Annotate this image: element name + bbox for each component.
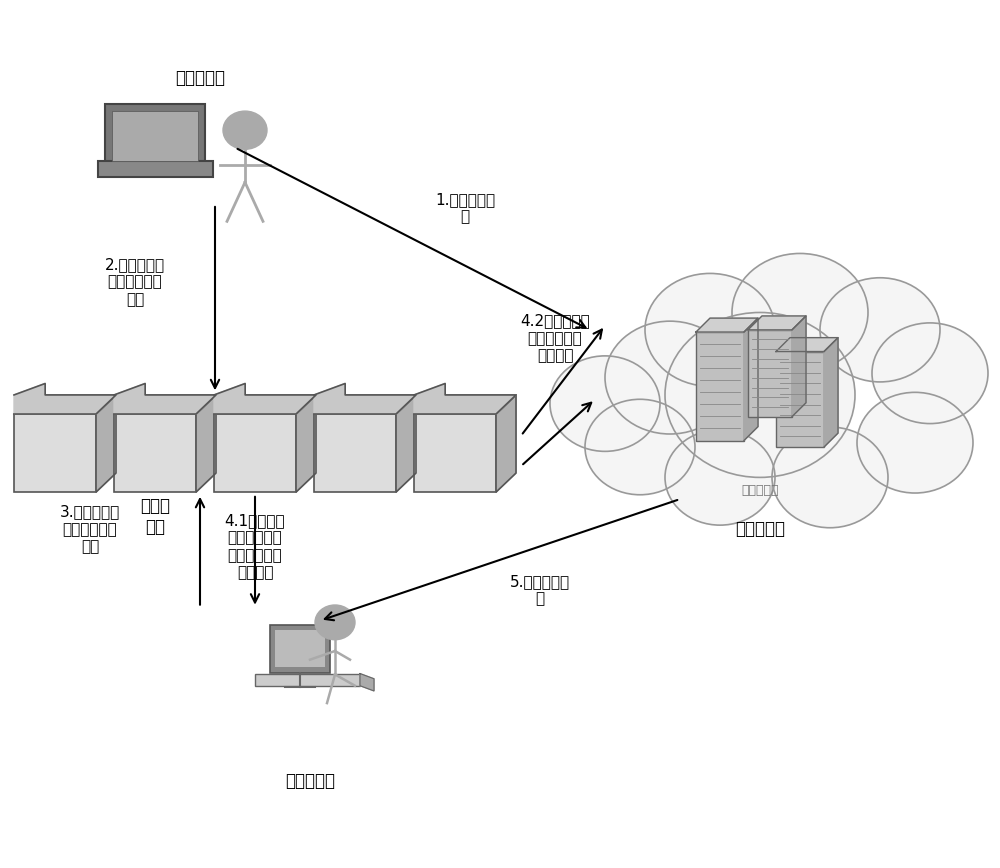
Circle shape [665, 430, 775, 525]
Circle shape [315, 605, 355, 640]
Circle shape [645, 273, 775, 386]
Polygon shape [414, 384, 516, 414]
Polygon shape [114, 395, 216, 414]
FancyBboxPatch shape [314, 414, 396, 492]
Polygon shape [496, 395, 516, 492]
Circle shape [772, 427, 888, 528]
FancyBboxPatch shape [105, 104, 205, 167]
Text: 1.数据上传云
中: 1.数据上传云 中 [435, 192, 495, 225]
Polygon shape [776, 338, 838, 352]
Polygon shape [96, 395, 116, 492]
Polygon shape [214, 384, 316, 414]
Text: 云存储服务: 云存储服务 [735, 521, 785, 538]
Polygon shape [314, 384, 416, 414]
Circle shape [550, 356, 660, 451]
Polygon shape [744, 318, 758, 440]
FancyBboxPatch shape [112, 111, 198, 161]
Circle shape [605, 321, 735, 434]
Polygon shape [314, 395, 416, 414]
Polygon shape [824, 338, 838, 447]
Polygon shape [14, 395, 116, 414]
Polygon shape [296, 395, 316, 492]
Text: 4.1私钥不合
格，不满足访
问控制策略，
拒绝请求: 4.1私钥不合 格，不满足访 问控制策略， 拒绝请求 [225, 513, 285, 581]
Polygon shape [214, 395, 316, 414]
Polygon shape [360, 674, 374, 691]
Text: 数据拥有者: 数据拥有者 [175, 69, 225, 87]
FancyBboxPatch shape [270, 625, 330, 673]
Polygon shape [114, 384, 216, 414]
Circle shape [223, 111, 267, 149]
Polygon shape [792, 316, 806, 417]
Text: 区块链
平台: 区块链 平台 [140, 497, 170, 536]
FancyBboxPatch shape [14, 414, 96, 492]
FancyBboxPatch shape [776, 352, 824, 447]
Circle shape [820, 278, 940, 382]
Text: 多个服务器: 多个服务器 [741, 484, 779, 496]
Text: 数据访问者: 数据访问者 [285, 773, 335, 790]
FancyBboxPatch shape [214, 414, 296, 492]
Circle shape [872, 323, 988, 424]
Polygon shape [196, 395, 216, 492]
Circle shape [585, 399, 695, 495]
Polygon shape [14, 384, 116, 414]
FancyBboxPatch shape [275, 630, 325, 667]
Polygon shape [748, 316, 806, 330]
FancyBboxPatch shape [255, 674, 360, 686]
FancyBboxPatch shape [748, 330, 792, 417]
Polygon shape [396, 395, 416, 492]
Text: 2.访问控制策
略树以及相关
参数: 2.访问控制策 略树以及相关 参数 [105, 257, 165, 307]
Circle shape [857, 392, 973, 493]
Text: 3.获取私钥，
携带私钥发起
访问: 3.获取私钥， 携带私钥发起 访问 [60, 504, 120, 555]
Text: 5.返回请求数
据: 5.返回请求数 据 [510, 574, 570, 607]
Circle shape [732, 253, 868, 372]
FancyBboxPatch shape [414, 414, 496, 492]
FancyBboxPatch shape [98, 161, 212, 177]
Polygon shape [414, 395, 516, 414]
Text: 4.2检验私钥合
格，访问控制
策略满足: 4.2检验私钥合 格，访问控制 策略满足 [520, 313, 590, 364]
Polygon shape [696, 318, 758, 332]
FancyBboxPatch shape [114, 414, 196, 492]
FancyBboxPatch shape [696, 332, 744, 440]
Circle shape [665, 312, 855, 477]
